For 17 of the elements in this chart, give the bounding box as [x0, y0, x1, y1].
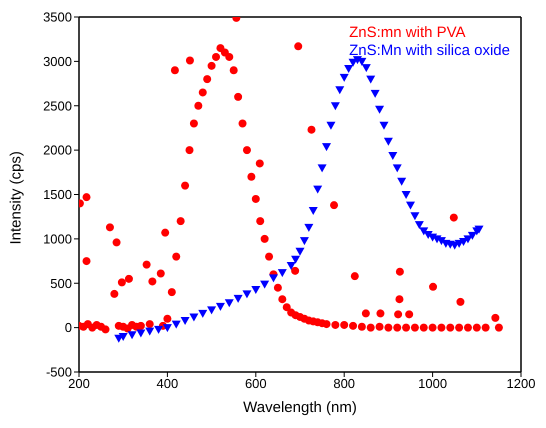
y-tick-label: 1500 [43, 187, 72, 202]
x-tick-label: 800 [333, 376, 356, 392]
y-tick-label: 2500 [43, 98, 72, 114]
y-tick-label: 1000 [43, 231, 72, 246]
series-label: ZnS:Mn with silica oxide [349, 42, 510, 60]
y-tick-label: 3000 [43, 54, 72, 69]
y-axis-title: Intensity (cps) [7, 151, 24, 244]
y-tick-label: 2000 [43, 142, 72, 158]
y-tick-label: 0 [64, 320, 72, 336]
x-tick-label: 1000 [418, 376, 448, 392]
x-tick-label: 400 [156, 376, 178, 392]
text: ZnS:mn with PVA [349, 24, 467, 42]
x-tick-label: 600 [244, 376, 267, 392]
x-axis-title: Wavelength (nm) [243, 399, 357, 416]
y-tick-label: 3500 [43, 10, 72, 25]
y-tick-label: 500 [50, 276, 72, 291]
x-tick-label: 1200 [506, 376, 536, 392]
